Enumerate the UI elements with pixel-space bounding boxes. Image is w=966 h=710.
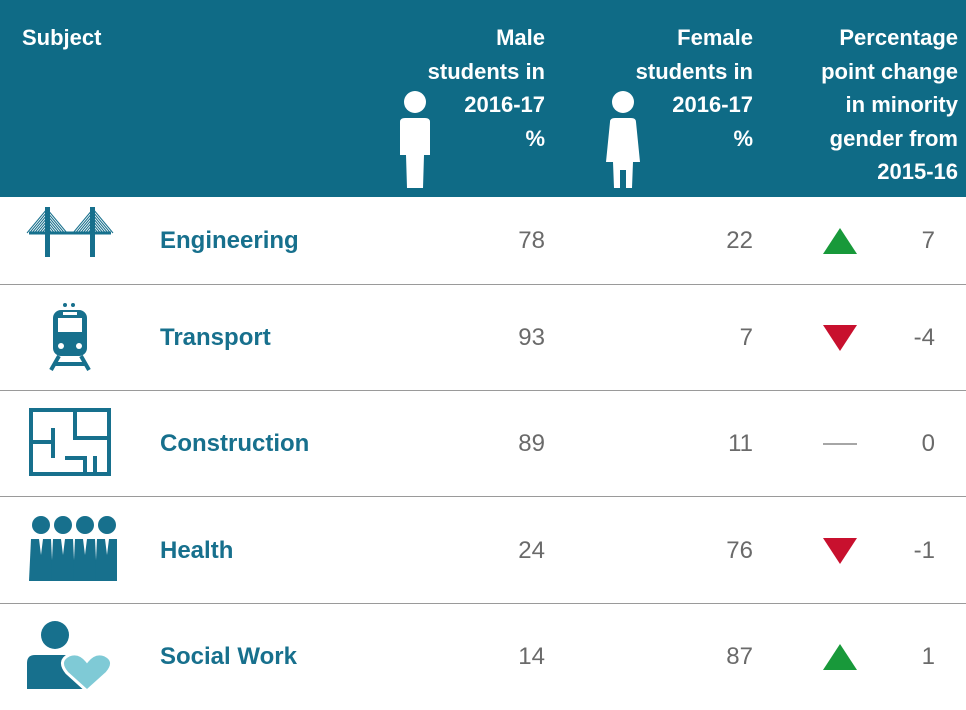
cell-value: 22: [726, 227, 753, 254]
table-row: Transport 93 7 -4: [0, 285, 966, 391]
table-row: Engineering 78 22 7: [0, 197, 966, 285]
header-text: in minority: [845, 92, 958, 117]
subject-icon: [49, 303, 91, 371]
header-text: 2016-17: [464, 92, 545, 117]
subject-label: Health: [160, 536, 234, 564]
cell-value: -1: [913, 536, 935, 564]
table-row: Construction 89 11 0: [0, 391, 966, 497]
header-bar: Subject Male students in 2016-17% Female stud…: [0, 0, 966, 197]
cell-value: 87: [726, 643, 753, 670]
header-text: 2015-16: [877, 159, 958, 184]
header-text: students in: [635, 58, 753, 84]
header-cell: Subject: [22, 21, 101, 55]
subject-label: Engineering: [160, 227, 299, 254]
cell-value: 89: [518, 430, 545, 457]
female-icon: [606, 91, 640, 188]
cell-value: 1: [921, 643, 935, 670]
header-text: %: [525, 125, 545, 151]
subject-label: Social Work: [160, 643, 297, 670]
cell-value: 7: [921, 227, 935, 254]
cell-value: 78: [518, 227, 545, 254]
subject-icon: [29, 515, 117, 581]
cell-value: 76: [726, 536, 753, 564]
cell-value: 24: [518, 536, 545, 564]
header-text: Percentage: [839, 25, 958, 50]
change-indicator: [823, 228, 857, 254]
subject-icon: [26, 207, 114, 257]
header-text: Male: [496, 25, 545, 50]
male-icon: [400, 91, 430, 188]
change-indicator: [823, 537, 857, 564]
header-text: gender from: [829, 125, 958, 151]
subject-label: Construction: [160, 430, 310, 457]
header-cell: Percentage point change in minority gender …: [821, 21, 958, 189]
header-cell: Male students in 2016-17%: [428, 21, 545, 155]
header-text: %: [733, 125, 753, 151]
change-indicator: [823, 325, 857, 351]
cell-value: 0: [921, 430, 935, 457]
subject-icon: [29, 408, 111, 476]
header-text: point change: [821, 58, 958, 84]
cell-value: 7: [739, 324, 753, 351]
header-text: 2016-17: [672, 92, 753, 117]
change-indicator: [823, 443, 857, 445]
cell-value: 14: [518, 643, 545, 670]
subject-icon: [27, 621, 113, 693]
cell-value: -4: [913, 324, 935, 351]
header-text: Subject: [22, 25, 102, 50]
cell-value: 93: [518, 324, 545, 351]
header-text: students in: [427, 58, 545, 84]
table-row: Social Work 14 87 1: [0, 604, 966, 710]
cell-value: 11: [728, 430, 753, 457]
header-cell: Female students in 2016-17%: [636, 21, 753, 155]
change-indicator: [823, 644, 857, 670]
header-text: Female: [677, 25, 753, 50]
subject-label: Transport: [160, 324, 271, 351]
table-row: Health 24 76 -1: [0, 497, 966, 604]
